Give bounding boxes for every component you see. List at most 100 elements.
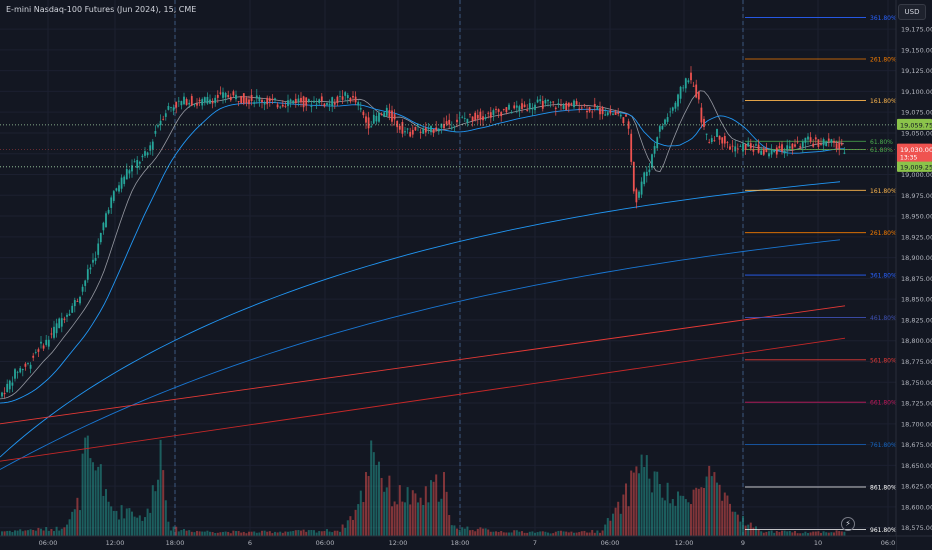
candle-body bbox=[781, 144, 783, 152]
candle-body bbox=[211, 101, 214, 104]
volume-bar bbox=[289, 531, 292, 536]
volume-bar bbox=[40, 528, 42, 536]
candle-body bbox=[58, 318, 61, 329]
volume-bar bbox=[73, 509, 76, 536]
volume-bar bbox=[45, 526, 48, 536]
candle-body bbox=[326, 102, 328, 105]
countdown-label: 13:35 bbox=[900, 155, 917, 162]
time-tick-label: 9 bbox=[741, 539, 745, 547]
candle-body bbox=[164, 113, 167, 117]
candle-body bbox=[627, 121, 630, 129]
candle-body bbox=[237, 101, 240, 102]
volume-bar bbox=[401, 501, 404, 536]
candle-body bbox=[367, 117, 370, 129]
candle-body bbox=[198, 99, 201, 102]
candle-body bbox=[565, 102, 568, 111]
candle-body bbox=[16, 371, 19, 373]
candle-body bbox=[245, 97, 248, 104]
candle-body bbox=[419, 131, 422, 133]
volume-bar bbox=[531, 531, 534, 536]
currency-button[interactable]: USD bbox=[898, 4, 926, 20]
volume-bar bbox=[723, 492, 726, 536]
candle-body bbox=[297, 98, 300, 102]
candle-body bbox=[534, 104, 536, 111]
candle-body bbox=[788, 146, 791, 149]
candle-body bbox=[276, 104, 279, 108]
current-price-tag: 19,030.00 bbox=[900, 146, 932, 154]
volume-bar bbox=[422, 504, 425, 536]
candle-body bbox=[742, 143, 744, 152]
volume-bar bbox=[508, 532, 510, 536]
candle-body bbox=[50, 333, 53, 335]
volume-bar bbox=[682, 495, 685, 536]
candle-body bbox=[172, 107, 175, 111]
volume-bar bbox=[583, 530, 586, 536]
candle-body bbox=[263, 102, 266, 105]
candle-body bbox=[34, 352, 37, 353]
price-tick-label: 19,150.00 bbox=[901, 46, 932, 54]
fib-level-label: 461.80% bbox=[870, 315, 897, 322]
volume-bar bbox=[177, 531, 180, 536]
volume-bar bbox=[648, 478, 651, 536]
current-price-tag-bg bbox=[897, 143, 932, 162]
volume-bar bbox=[674, 505, 677, 536]
time-axis-bg bbox=[0, 536, 896, 550]
candle-body bbox=[261, 99, 263, 103]
candle-body bbox=[812, 143, 815, 147]
volume-bar bbox=[440, 498, 443, 536]
candle-body bbox=[138, 161, 141, 164]
candle-body bbox=[307, 99, 310, 102]
candle-body bbox=[375, 115, 378, 122]
volume-bar bbox=[812, 531, 815, 536]
price-axis[interactable]: 19,175.00 19,150.00 19,125.00 19,100.00 19,0… bbox=[895, 0, 932, 550]
volume-bar bbox=[50, 528, 53, 536]
volume-bar bbox=[19, 529, 22, 536]
candle-body bbox=[476, 114, 479, 119]
candle-body bbox=[677, 94, 679, 107]
volume-bar bbox=[466, 526, 469, 536]
volume-bar bbox=[770, 530, 773, 536]
candle-body bbox=[128, 170, 131, 174]
candle-body bbox=[42, 345, 45, 349]
candle-body bbox=[60, 318, 63, 327]
fib-level-label: 161.80% bbox=[870, 98, 897, 105]
time-axis[interactable]: 06:00 12:00 18:00 6 06:00 12:00 18:00 7 06:00 12:… bbox=[0, 535, 932, 550]
candle-body bbox=[747, 142, 750, 147]
candle-body bbox=[755, 144, 757, 146]
candle-body bbox=[53, 326, 55, 338]
price-tick-label: 18,625.00 bbox=[901, 483, 932, 491]
volume-bar bbox=[458, 529, 461, 536]
volume-bar bbox=[453, 525, 456, 536]
volume-bar bbox=[125, 508, 128, 536]
volume-bar bbox=[349, 516, 352, 536]
candle-body bbox=[401, 122, 404, 134]
volume-bar bbox=[297, 530, 300, 536]
candle-body bbox=[757, 144, 760, 153]
candle-body bbox=[125, 169, 128, 180]
candle-body bbox=[240, 95, 243, 104]
candle-body bbox=[453, 126, 456, 128]
volume-bar bbox=[474, 531, 477, 536]
volume-bar bbox=[495, 531, 497, 536]
volume-bar bbox=[414, 493, 417, 536]
volume-bar bbox=[188, 530, 191, 536]
candle-body bbox=[801, 141, 804, 147]
volume-bar bbox=[840, 531, 843, 536]
volume-bar bbox=[141, 520, 144, 536]
candle-body bbox=[170, 106, 172, 108]
candle-body bbox=[167, 106, 170, 110]
candle-body bbox=[190, 96, 193, 106]
candle-body bbox=[92, 259, 94, 263]
volume-bar bbox=[432, 481, 435, 536]
volume-bar bbox=[328, 531, 331, 536]
volume-bar bbox=[692, 489, 695, 536]
candle-body bbox=[115, 188, 118, 191]
candle-body bbox=[705, 133, 708, 135]
volume-bar bbox=[318, 531, 321, 536]
candle-body bbox=[458, 117, 461, 119]
price-tick-label: 19,050.00 bbox=[901, 129, 932, 137]
lightning-icon[interactable]: ⚡ bbox=[841, 517, 855, 531]
time-tick-label: 18:00 bbox=[166, 539, 185, 547]
candle-body bbox=[736, 148, 739, 150]
